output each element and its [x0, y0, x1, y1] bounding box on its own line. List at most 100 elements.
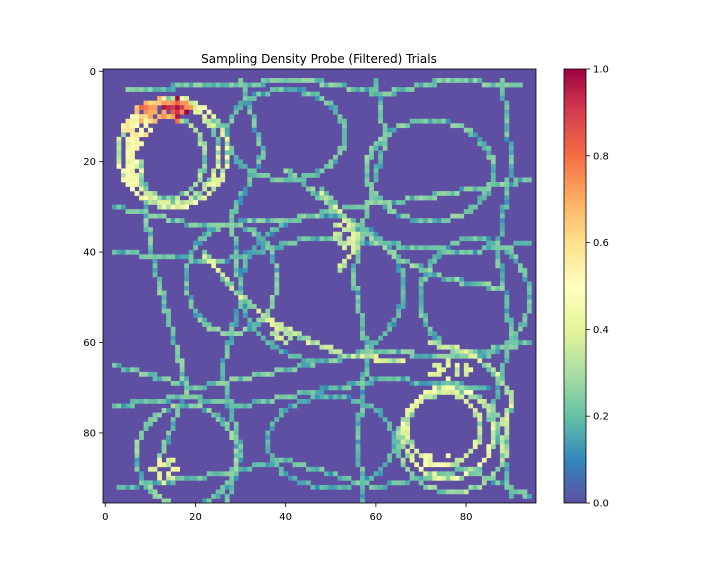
heatmap-cell — [184, 191, 189, 196]
heatmap-cell — [504, 249, 510, 255]
heatmap-cell — [522, 313, 528, 318]
heatmap-cell — [445, 376, 451, 382]
heatmap-cell — [436, 78, 442, 83]
heatmap-cell — [287, 394, 293, 400]
heatmap-cell — [499, 231, 505, 237]
heatmap-cell — [418, 299, 424, 305]
heatmap-cell — [391, 249, 397, 255]
heatmap-cell — [143, 105, 149, 110]
heatmap-cell — [229, 118, 235, 124]
heatmap-cell — [517, 240, 523, 246]
heatmap-cell — [188, 222, 194, 228]
heatmap-cell — [391, 358, 397, 364]
heatmap-cell — [414, 353, 420, 359]
heatmap-cell — [355, 435, 361, 441]
heatmap-cell — [242, 376, 248, 382]
heatmap-cell — [256, 231, 262, 237]
heatmap-cell — [319, 394, 325, 400]
heatmap-cell — [184, 105, 189, 110]
heatmap-cell — [161, 213, 167, 219]
heatmap-cell — [211, 114, 217, 120]
heatmap-cell — [134, 145, 140, 151]
heatmap-cell — [445, 453, 451, 459]
heatmap-cell — [193, 240, 199, 246]
heatmap-cell — [337, 209, 343, 214]
heatmap-cell — [130, 136, 135, 142]
heatmap-cell — [269, 371, 275, 377]
heatmap-cell — [233, 439, 239, 445]
heatmap-cell — [504, 462, 510, 468]
heatmap-cell — [170, 417, 176, 422]
heatmap-cell — [454, 475, 460, 481]
heatmap-cell — [287, 326, 293, 332]
heatmap-cell — [508, 399, 514, 404]
heatmap-cell — [337, 82, 343, 88]
heatmap-cell — [283, 457, 289, 463]
heatmap-cell — [342, 82, 347, 88]
heatmap-cell — [382, 123, 388, 129]
heatmap-cell — [468, 349, 474, 355]
heatmap-cell — [387, 209, 392, 214]
heatmap-cell — [233, 322, 239, 327]
heatmap-cell — [274, 286, 280, 291]
heatmap-cell — [387, 240, 392, 246]
heatmap-cell — [355, 457, 361, 463]
heatmap-cell — [387, 426, 392, 431]
heatmap-cell — [206, 380, 212, 386]
heatmap-cell — [463, 466, 469, 472]
heatmap-cell — [251, 127, 257, 133]
heatmap-cell — [283, 218, 289, 224]
heatmap-cell — [414, 118, 420, 124]
heatmap-cell — [360, 222, 365, 228]
heatmap-cell — [328, 82, 334, 88]
heatmap-cell — [405, 412, 411, 418]
heatmap-cell — [143, 222, 149, 228]
heatmap-cell — [396, 123, 401, 129]
heatmap-cell — [396, 254, 401, 260]
heatmap-cell — [292, 218, 298, 224]
heatmap-cell — [486, 145, 492, 151]
heatmap-cell — [274, 326, 280, 332]
heatmap-cell — [504, 412, 510, 418]
heatmap-cell — [504, 340, 510, 346]
heatmap-cell — [495, 245, 501, 251]
heatmap-cell — [499, 213, 505, 219]
heatmap-cell — [233, 466, 239, 472]
heatmap-cell — [423, 322, 429, 327]
heatmap-cell — [166, 308, 171, 314]
heatmap-cell — [427, 471, 433, 477]
heatmap-cell — [238, 159, 244, 165]
heatmap-cell — [324, 344, 329, 350]
heatmap-cell — [283, 326, 289, 332]
heatmap-cell — [319, 209, 325, 214]
heatmap-cell — [166, 322, 171, 327]
heatmap-cell — [463, 249, 469, 255]
heatmap-cell — [161, 399, 167, 404]
heatmap-cell — [251, 96, 257, 101]
heatmap-cell — [423, 389, 429, 395]
heatmap-cell — [139, 105, 144, 110]
heatmap-cell — [148, 245, 153, 251]
heatmap-cell — [432, 471, 438, 477]
heatmap-cell — [508, 182, 514, 187]
heatmap-cell — [305, 340, 311, 346]
heatmap-cell — [324, 191, 329, 196]
heatmap-cell — [130, 159, 135, 165]
heatmap-cell — [468, 353, 474, 359]
heatmap-cell — [269, 227, 275, 233]
heatmap-cell — [486, 191, 492, 196]
heatmap-cell — [490, 168, 496, 174]
heatmap-cell — [360, 204, 365, 210]
heatmap-cell — [504, 408, 510, 413]
heatmap-cell — [152, 466, 158, 472]
heatmap-cell — [251, 172, 257, 178]
heatmap-cell — [360, 317, 365, 323]
heatmap-cell — [454, 191, 460, 196]
heatmap-cell — [472, 444, 478, 450]
heatmap-cell — [251, 326, 257, 332]
heatmap-cell — [436, 344, 442, 350]
heatmap-cell — [269, 78, 275, 83]
heatmap-cell — [301, 389, 307, 395]
heatmap-cell — [459, 186, 465, 192]
heatmap-cell — [139, 430, 144, 436]
